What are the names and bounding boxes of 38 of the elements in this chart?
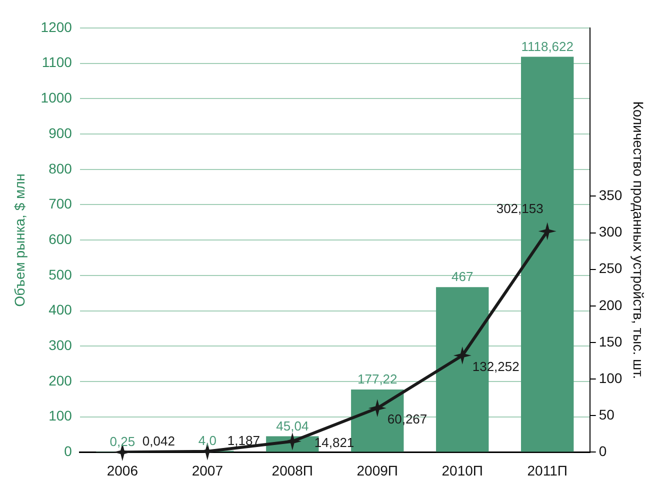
data-label: 4,0: [198, 432, 216, 448]
x-tick-label: 2007: [192, 462, 224, 478]
y-tick-label: 800: [48, 160, 72, 176]
x-tick-label: 2011П: [527, 462, 568, 478]
y-tick-label: 400: [48, 302, 72, 318]
y2-tick-label: 250: [598, 260, 622, 276]
y2-tick-label: 50: [598, 406, 615, 422]
y2-tick-label: 150: [598, 333, 622, 350]
data-label: 1,187: [227, 432, 260, 448]
data-label: 45,04: [276, 418, 309, 434]
x-tick-label: 2009П: [356, 462, 398, 478]
y-tick-label: 1000: [40, 90, 72, 106]
y-tick-label: 500: [48, 266, 72, 282]
y2-tick-label: 0: [598, 443, 607, 460]
data-label: 0,25: [110, 434, 136, 450]
y-tick-label: 700: [48, 196, 72, 212]
data-label: 0,042: [142, 434, 175, 449]
data-label: 177,22: [358, 372, 398, 387]
y-tick-label: 900: [48, 124, 72, 141]
y2-tick-label: 300: [598, 224, 622, 240]
y-tick-label: 1100: [42, 54, 72, 70]
y-tick-label: 200: [48, 372, 72, 388]
y-tick-label: 600: [48, 230, 72, 247]
data-label: 1118,622: [521, 38, 574, 54]
y2-tick-label: 350: [598, 187, 622, 204]
y-tick-label: 100: [48, 408, 72, 424]
y2-tick-label: 200: [598, 296, 622, 313]
y-tick-label: 300: [48, 337, 72, 354]
y-tick-label: 1200: [40, 18, 72, 35]
x-tick-label: 2008П: [272, 462, 314, 478]
x-tick-label: 2006: [106, 462, 138, 478]
y2-axis-title: Количество проданных устройств, тыс. шт.: [630, 101, 647, 380]
y2-tick-label: 100: [598, 370, 622, 386]
data-label: 467: [452, 269, 474, 284]
y-tick-label: 0: [64, 443, 72, 460]
x-tick-label: 2010П: [442, 462, 483, 478]
data-label: 60,267: [387, 412, 428, 427]
y-axis-title: Объем рынка, $ млн: [11, 173, 28, 307]
